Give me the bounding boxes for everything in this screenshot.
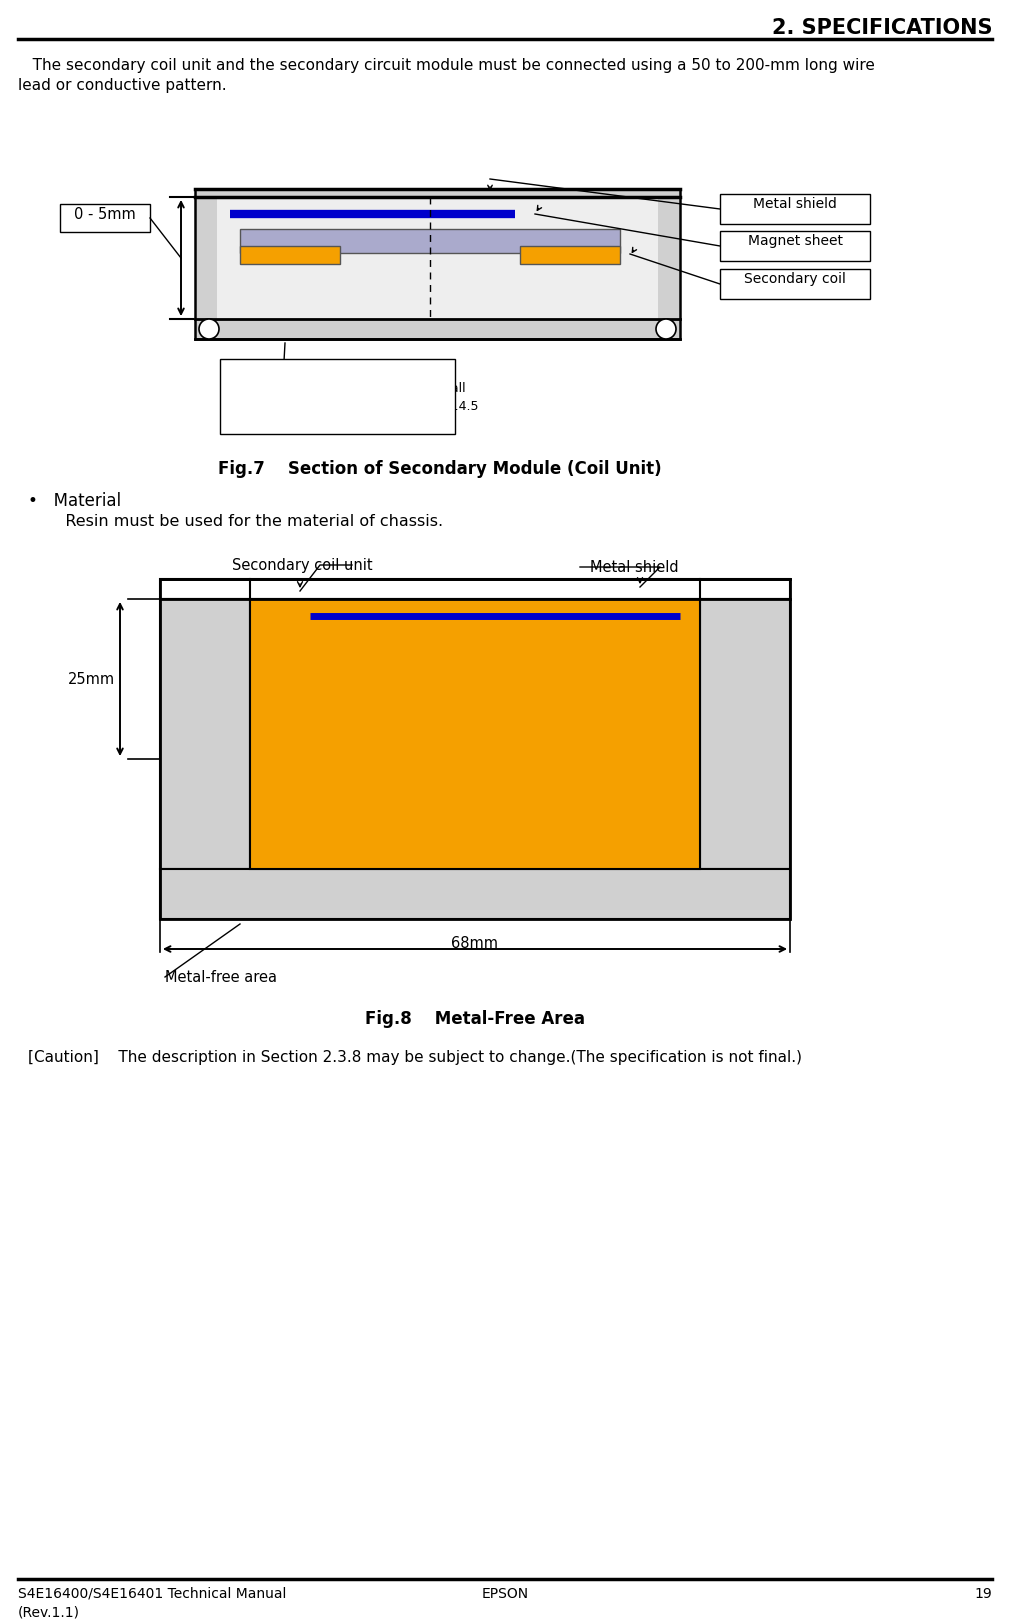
Text: Resin must be used for the material of chassis.: Resin must be used for the material of c… xyxy=(50,514,443,529)
Bar xyxy=(160,599,250,870)
Bar xyxy=(700,599,790,870)
Text: Fig.7    Section of Secondary Module (Coil Unit): Fig.7 Section of Secondary Module (Coil … xyxy=(218,459,662,477)
Text: 68mm: 68mm xyxy=(451,935,499,951)
Text: •   Material: • Material xyxy=(28,492,121,510)
Bar xyxy=(60,204,150,232)
Bar xyxy=(160,870,790,920)
Bar xyxy=(720,195,870,226)
Bar xyxy=(520,247,620,265)
Text: Secondary coil unit: Secondary coil unit xyxy=(232,558,373,573)
Bar xyxy=(240,247,340,265)
Text: Fig.8    Metal-Free Area: Fig.8 Metal-Free Area xyxy=(365,1010,585,1027)
Text: Secondary coil: Secondary coil xyxy=(744,271,846,286)
Text: 25mm: 25mm xyxy=(68,672,115,687)
Bar xyxy=(250,599,700,870)
Bar xyxy=(220,360,454,435)
Text: EPSON: EPSON xyxy=(482,1586,528,1600)
Text: [Caution]    The description in Section 2.3.8 may be subject to change.(The spec: [Caution] The description in Section 2.3… xyxy=(28,1050,802,1065)
Text: Metal shield: Metal shield xyxy=(753,196,837,211)
Bar xyxy=(160,579,790,920)
Bar xyxy=(240,230,620,253)
Text: 0 - 5mm: 0 - 5mm xyxy=(74,206,136,222)
Bar xyxy=(195,190,680,339)
Bar xyxy=(217,198,658,320)
Text: 19: 19 xyxy=(975,1586,992,1600)
Text: Metal shield: Metal shield xyxy=(590,560,679,575)
Text: The secondary coil unit and the secondary circuit module must be connected using: The secondary coil unit and the secondar… xyxy=(18,58,875,94)
Text: Metal-free area: Metal-free area xyxy=(165,969,277,985)
Text: Magnet sheet: Magnet sheet xyxy=(747,234,842,248)
Circle shape xyxy=(656,320,676,339)
Text: Secondary coil - Surface of cradle
Satisfies    requirements    in    overall
sp: Secondary coil - Surface of cradle Satis… xyxy=(227,364,479,412)
Bar xyxy=(720,269,870,300)
Circle shape xyxy=(199,320,219,339)
Bar xyxy=(160,579,790,599)
Bar xyxy=(720,232,870,261)
Text: S4E16400/S4E16401 Technical Manual
(Rev.1.1): S4E16400/S4E16401 Technical Manual (Rev.… xyxy=(18,1586,287,1618)
Text: 2. SPECIFICATIONS: 2. SPECIFICATIONS xyxy=(772,18,992,37)
